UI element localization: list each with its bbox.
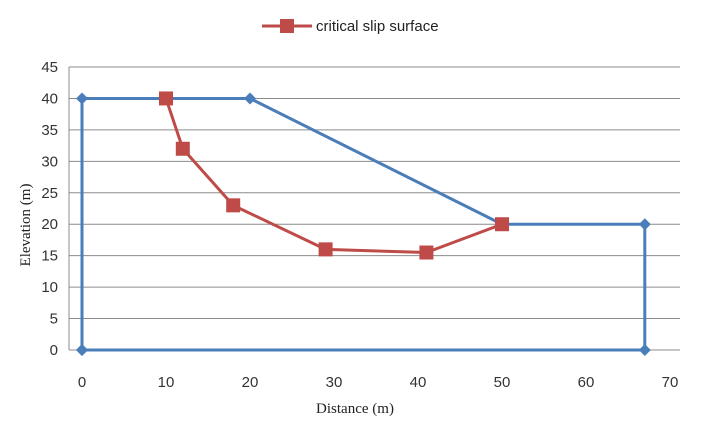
axes [68,67,680,351]
y-tick-label-25: 25 [41,185,58,202]
series-1-point-1 [175,141,190,156]
x-tick-label-70: 70 [662,374,679,391]
x-tick-label-0: 0 [78,374,86,391]
x-tick-label-20: 20 [242,374,259,391]
y-tick-label-35: 35 [41,122,58,139]
y-tick-label-20: 20 [41,216,58,233]
markers [76,91,651,356]
x-tick-label-30: 30 [326,374,343,391]
series-0-point-5 [638,344,651,356]
y-tick-label-40: 40 [41,90,58,107]
y-tick-label-15: 15 [41,248,58,265]
legend-label: critical slip surface [316,18,439,35]
x-tick-label-40: 40 [410,374,427,391]
legend-swatch-marker [280,19,294,33]
x-tick-label-60: 60 [578,374,595,391]
series-1-point-0 [159,91,173,106]
series-0-point-2 [244,92,256,105]
series-0-point-4 [638,218,651,231]
x-tick-label-10: 10 [158,374,175,391]
y-tick-label-45: 45 [41,59,58,76]
series-1-point-5 [495,217,509,232]
series-line-1 [164,97,503,255]
series-0-point-1 [76,92,88,105]
y-axis-title: Elevation (m) [18,184,34,267]
tick-labels: 0 5 10 15 20 25 30 35 40 45 0 10 20 30 40 50 60 70 [41,59,678,391]
series-1-point-2 [226,198,241,213]
legend: critical slip surface [262,18,439,35]
y-tick-label-30: 30 [41,153,58,170]
x-axis-title: Distance (m) [316,401,394,417]
series-1-point-4 [419,245,434,260]
x-tick-label-50: 50 [494,374,511,391]
series-0-point-6 [76,344,88,356]
series-1-point-3 [318,242,333,257]
y-tick-label-0: 0 [50,342,58,359]
y-tick-label-10: 10 [41,279,58,296]
y-tick-label-5: 5 [50,311,58,328]
